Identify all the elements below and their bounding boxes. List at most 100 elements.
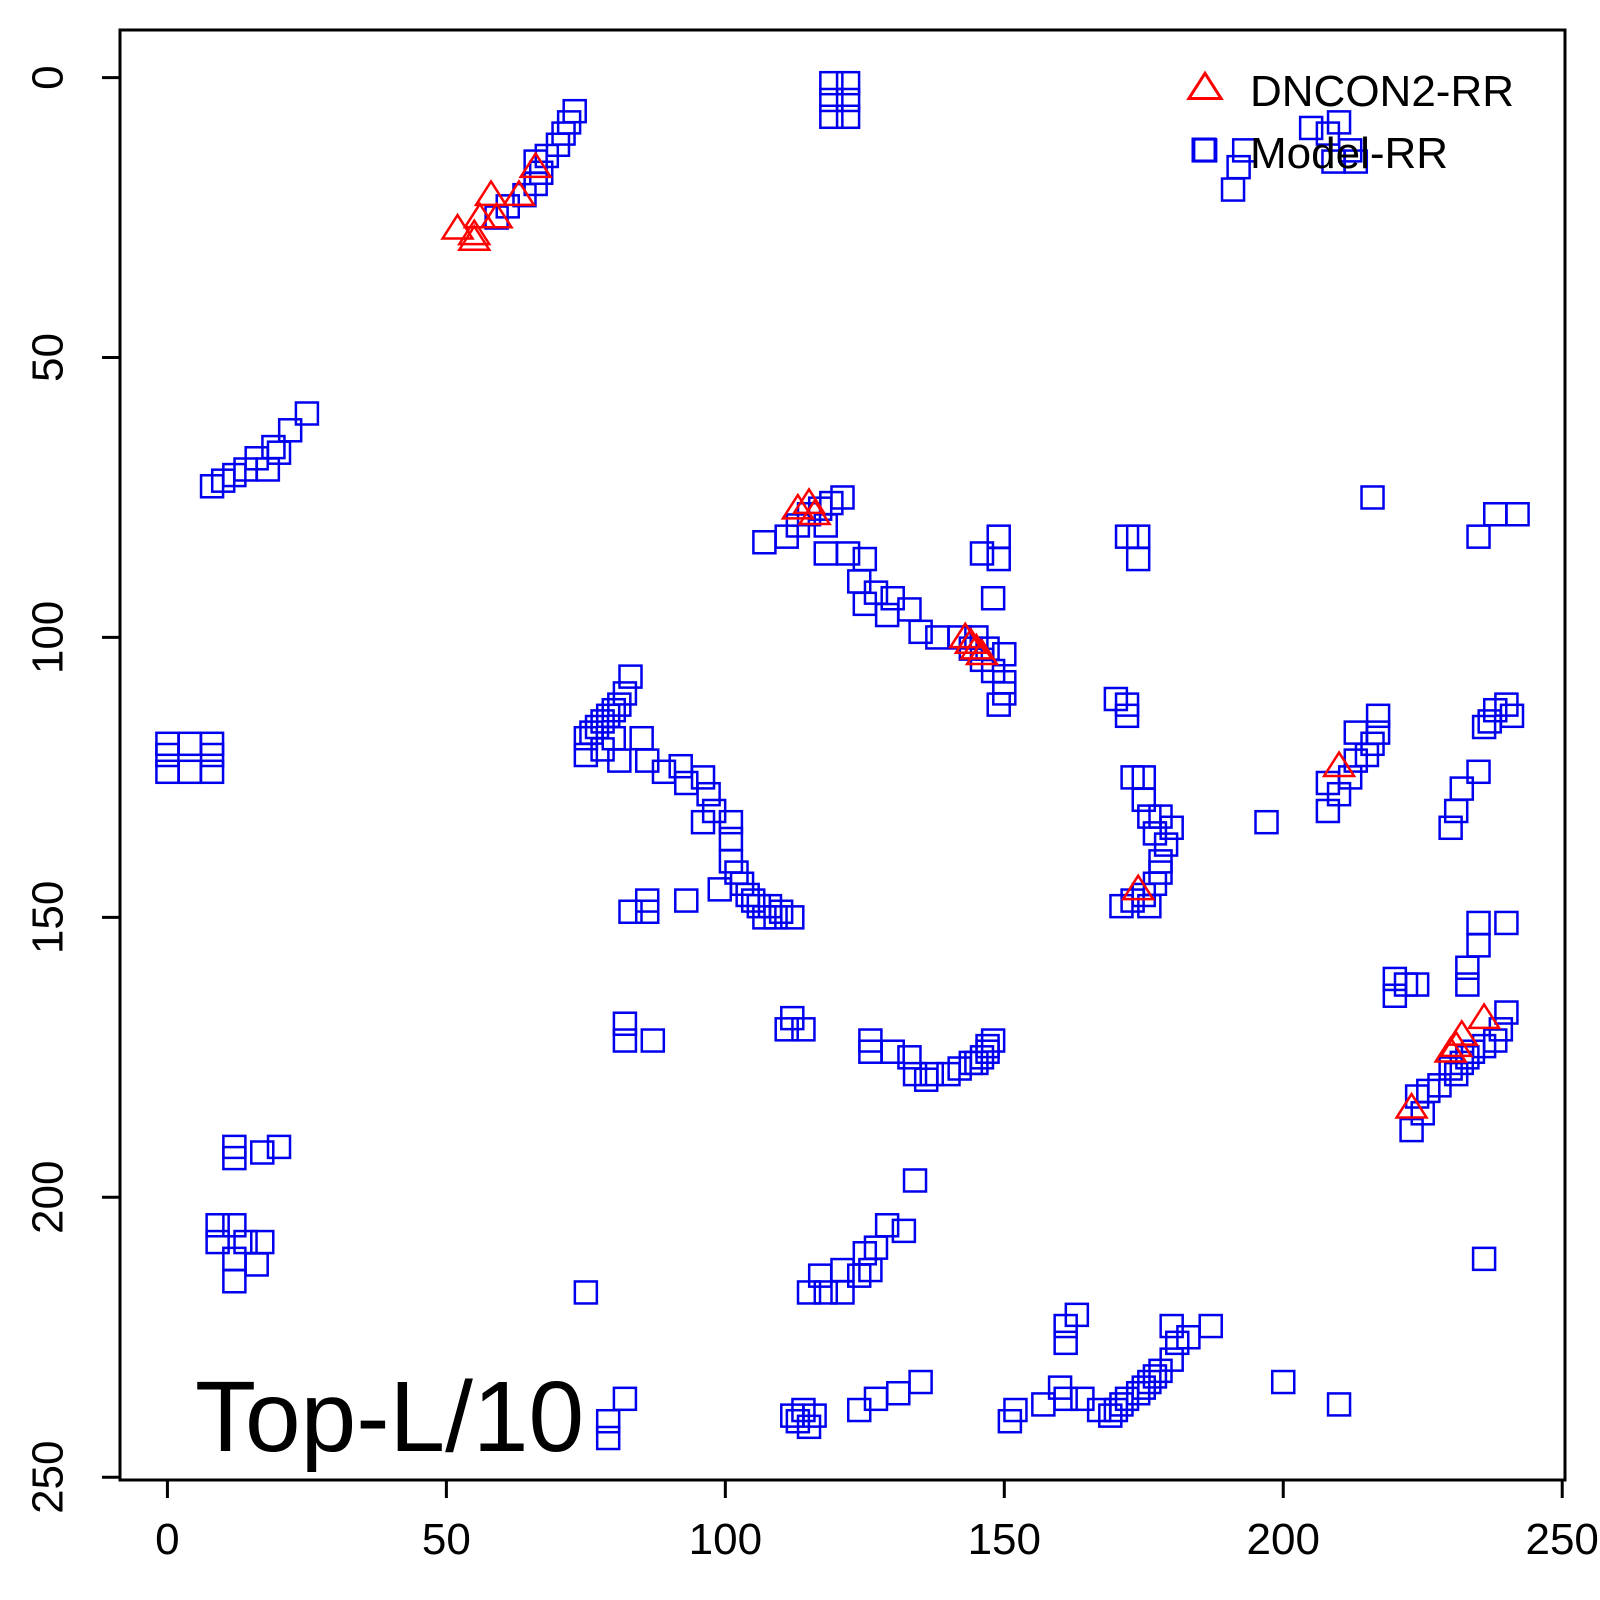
- model-rr-point: [964, 1050, 989, 1076]
- x-axis: 0 50 100 150 200 250: [155, 1478, 1599, 1564]
- model-rr-point: [830, 1280, 855, 1305]
- y-tick-label: 100: [24, 601, 73, 674]
- model-rr-point: [205, 1229, 230, 1255]
- dncon2-rr-point: [948, 621, 983, 649]
- x-tick-label: 200: [1247, 1515, 1320, 1564]
- model-rr-point: [1220, 177, 1246, 202]
- model-rr-point: [908, 619, 933, 645]
- model-rr-point: [1103, 1397, 1129, 1423]
- model-rr-point: [1159, 815, 1184, 841]
- model-rr-point: [925, 625, 950, 650]
- model-rr-point: [707, 877, 733, 902]
- model-rr-point: [980, 585, 1006, 611]
- x-tick-label: 100: [689, 1515, 762, 1564]
- model-rr-point: [1343, 720, 1369, 745]
- dncon2-rr-point: [473, 179, 509, 207]
- model-rr-point: [1438, 815, 1463, 841]
- model-rr-point: [819, 70, 844, 96]
- model-rr-point: [612, 1028, 638, 1053]
- y-tick-label: 200: [24, 1161, 73, 1234]
- dncon2-rr-point: [797, 498, 832, 526]
- model-rr-point: [835, 541, 861, 566]
- model-rr-point: [919, 1061, 945, 1087]
- model-rr-point: [752, 905, 777, 930]
- model-rr-point: [1494, 1000, 1519, 1025]
- model-rr-point: [1466, 759, 1491, 785]
- model-rr-point: [1114, 703, 1140, 729]
- model-rr-point: [244, 1252, 269, 1277]
- dncon2-rr-point: [1394, 1091, 1429, 1119]
- model-rr-point: [177, 731, 202, 757]
- model-rr-point: [612, 1011, 638, 1036]
- model-rr-point: [1326, 1392, 1352, 1417]
- model-rr-point: [1109, 893, 1134, 919]
- model-rr-point: [595, 1408, 621, 1434]
- model-rr-point: [674, 770, 699, 796]
- model-rr-point: [1131, 787, 1157, 813]
- model-rr-point: [880, 1039, 905, 1064]
- model-rr-point: [1153, 832, 1179, 857]
- model-rr-point: [969, 541, 995, 566]
- model-rr-point: [813, 1280, 839, 1305]
- model-rr-point: [886, 1380, 911, 1406]
- model-rr-point: [780, 905, 805, 930]
- model-rr-point: [1471, 1246, 1497, 1272]
- model-rr-point: [1455, 955, 1480, 980]
- model-rr-point: [1064, 1302, 1090, 1328]
- model-rr-point: [1231, 138, 1257, 163]
- dncon2-rr-point: [457, 218, 492, 246]
- model-rr-point: [891, 1218, 917, 1244]
- model-rr-point: [573, 742, 599, 768]
- x-tick-label: 50: [422, 1515, 471, 1564]
- model-rr-point: [752, 530, 777, 555]
- model-rr-point: [668, 753, 693, 779]
- model-rr-point: [718, 826, 744, 852]
- model-rr-point: [830, 1257, 855, 1283]
- dncon2-rr-point: [462, 201, 498, 229]
- model-rr-point: [618, 664, 643, 689]
- model-rr-point: [629, 725, 654, 751]
- model-rr-point: [690, 809, 716, 835]
- model-rr-point: [1271, 1369, 1296, 1395]
- dncon2-rr-point: [457, 223, 492, 251]
- model-rr-point: [986, 546, 1011, 572]
- model-rr-point: [819, 87, 844, 113]
- model-rr-point: [1164, 1330, 1190, 1356]
- model-rr-point: [1404, 1084, 1430, 1109]
- model-rr-point: [266, 1134, 292, 1160]
- model-rr-point: [607, 748, 632, 773]
- model-rr-point: [1047, 1375, 1073, 1400]
- dncon2-rr-point: [518, 151, 553, 179]
- model-rr-point: [1254, 809, 1279, 835]
- legend-label-model: Model-RR: [1250, 129, 1448, 178]
- model-rr-point: [1365, 703, 1391, 729]
- dncon2-rr-point: [791, 487, 827, 515]
- model-rr-point: [250, 1140, 275, 1165]
- model-rr-point: [852, 1241, 878, 1266]
- model-rr-point: [255, 457, 281, 482]
- model-rr-point: [1471, 714, 1497, 740]
- model-rr-point: [612, 1386, 638, 1412]
- model-rr-point: [595, 1425, 621, 1451]
- dncon2-rr-point: [780, 492, 816, 520]
- model-rr-point: [846, 1397, 872, 1423]
- model-rr-point: [835, 70, 861, 96]
- model-rr-point: [1466, 524, 1491, 549]
- legend: DNCON2-RR Model-RR: [1186, 67, 1514, 178]
- data-marks: [155, 70, 1530, 1451]
- model-rr-point: [1198, 1313, 1223, 1339]
- model-rr-point: [986, 524, 1011, 549]
- model-rr-point: [774, 1017, 799, 1042]
- model-rr-point: [1343, 149, 1369, 174]
- dncon2-rr-point: [1433, 1035, 1468, 1063]
- model-rr-point: [1031, 1392, 1056, 1417]
- model-rr-point: [997, 1408, 1023, 1434]
- legend-square-icon: [1191, 137, 1217, 163]
- model-rr-point: [155, 742, 180, 768]
- model-rr-point: [874, 1213, 900, 1238]
- legend-label-dncon2: DNCON2-RR: [1250, 67, 1514, 116]
- model-rr-point: [177, 759, 202, 785]
- dncon2-rr-point: [964, 638, 1000, 666]
- model-rr-point: [1382, 983, 1408, 1008]
- model-rr-point: [908, 1369, 933, 1395]
